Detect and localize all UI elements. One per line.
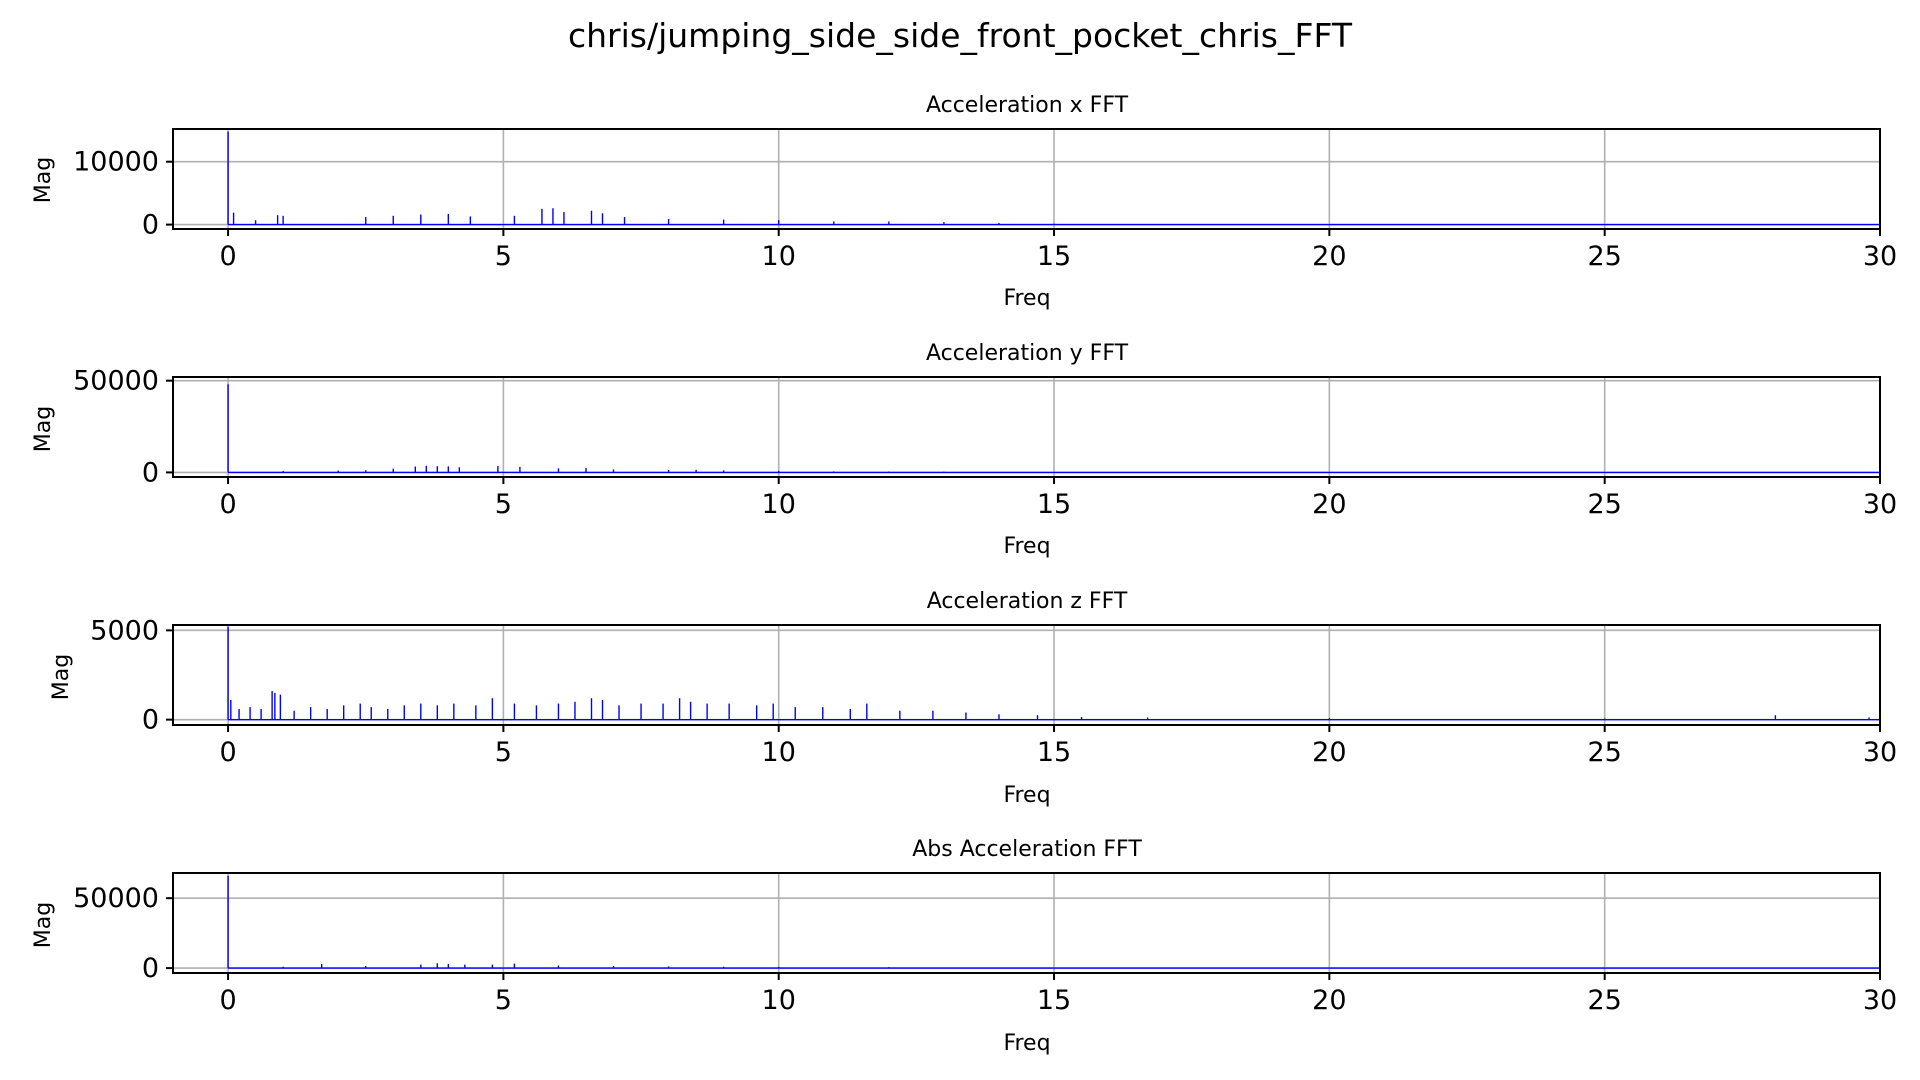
x-axis-label: Freq (1003, 1031, 1050, 1056)
subplot-title: Acceleration z FFT (927, 589, 1128, 614)
x-tick-label: 0 (219, 241, 236, 272)
x-tick-label: 15 (1037, 241, 1071, 272)
x-tick-label: 10 (762, 241, 796, 272)
subplot-acceleration-z: Acceleration z FFT Freq Mag 0 5 10 15 20 25 30… (49, 589, 1897, 808)
subplot-title: Abs Acceleration FFT (912, 837, 1142, 862)
x-tick-label: 20 (1312, 489, 1346, 520)
axes-frame (172, 624, 1881, 726)
y-axis-label: Mag (31, 406, 56, 452)
figure-suptitle: chris/jumping_side_side_front_pocket_chr… (568, 16, 1353, 55)
x-axis-label: Freq (1003, 286, 1050, 311)
x-tick-label: 30 (1863, 489, 1897, 520)
x-tick-label: 15 (1037, 737, 1071, 768)
x-tick-label: 20 (1312, 241, 1346, 272)
x-tick-label: 25 (1587, 489, 1621, 520)
y-tick-label: 0 (142, 210, 159, 241)
x-tick-label: 20 (1312, 985, 1346, 1016)
subplot-acceleration-x: Acceleration x FFT Freq Mag 0 5 10 15 20 25 30… (31, 93, 1897, 311)
x-tick-label: 10 (762, 737, 796, 768)
y-axis-label: Mag (31, 902, 56, 948)
subplot-title: Acceleration x FFT (926, 93, 1129, 118)
axes-frame (172, 128, 1881, 230)
x-tick-label: 30 (1863, 737, 1897, 768)
subplot-acceleration-y: Acceleration y FFT Freq Mag 0 5 10 15 20 25 30… (31, 341, 1897, 559)
y-tick-label: 10000 (73, 147, 159, 178)
y-tick-label: 0 (142, 705, 159, 736)
y-axis-label: Mag (49, 654, 74, 700)
x-tick-label: 10 (762, 985, 796, 1016)
axes-frame (172, 376, 1881, 478)
subplot-abs-acceleration: Abs Acceleration FFT Freq Mag 0 5 10 15 20 25… (31, 837, 1897, 1056)
x-tick-label: 15 (1037, 489, 1071, 520)
x-tick-label: 25 (1587, 241, 1621, 272)
x-tick-label: 10 (762, 489, 796, 520)
x-tick-label: 5 (495, 737, 512, 768)
y-tick-label: 50000 (73, 883, 159, 914)
x-tick-label: 5 (495, 241, 512, 272)
x-tick-label: 0 (219, 489, 236, 520)
x-axis-label: Freq (1003, 534, 1050, 559)
x-tick-label: 25 (1587, 985, 1621, 1016)
x-tick-label: 0 (219, 737, 236, 768)
x-tick-label: 5 (495, 985, 512, 1016)
x-tick-label: 15 (1037, 985, 1071, 1016)
y-axis-label: Mag (31, 157, 56, 203)
x-tick-label: 30 (1863, 985, 1897, 1016)
x-tick-label: 25 (1587, 737, 1621, 768)
y-tick-label: 0 (142, 953, 159, 984)
x-tick-label: 5 (495, 489, 512, 520)
subplot-title: Acceleration y FFT (926, 341, 1129, 366)
y-tick-label: 5000 (90, 615, 159, 646)
x-tick-label: 30 (1863, 241, 1897, 272)
y-tick-label: 0 (142, 457, 159, 488)
axes-frame (172, 872, 1881, 974)
x-tick-label: 20 (1312, 737, 1346, 768)
x-tick-label: 0 (219, 985, 236, 1016)
y-tick-label: 50000 (73, 366, 159, 397)
x-axis-label: Freq (1003, 783, 1050, 808)
